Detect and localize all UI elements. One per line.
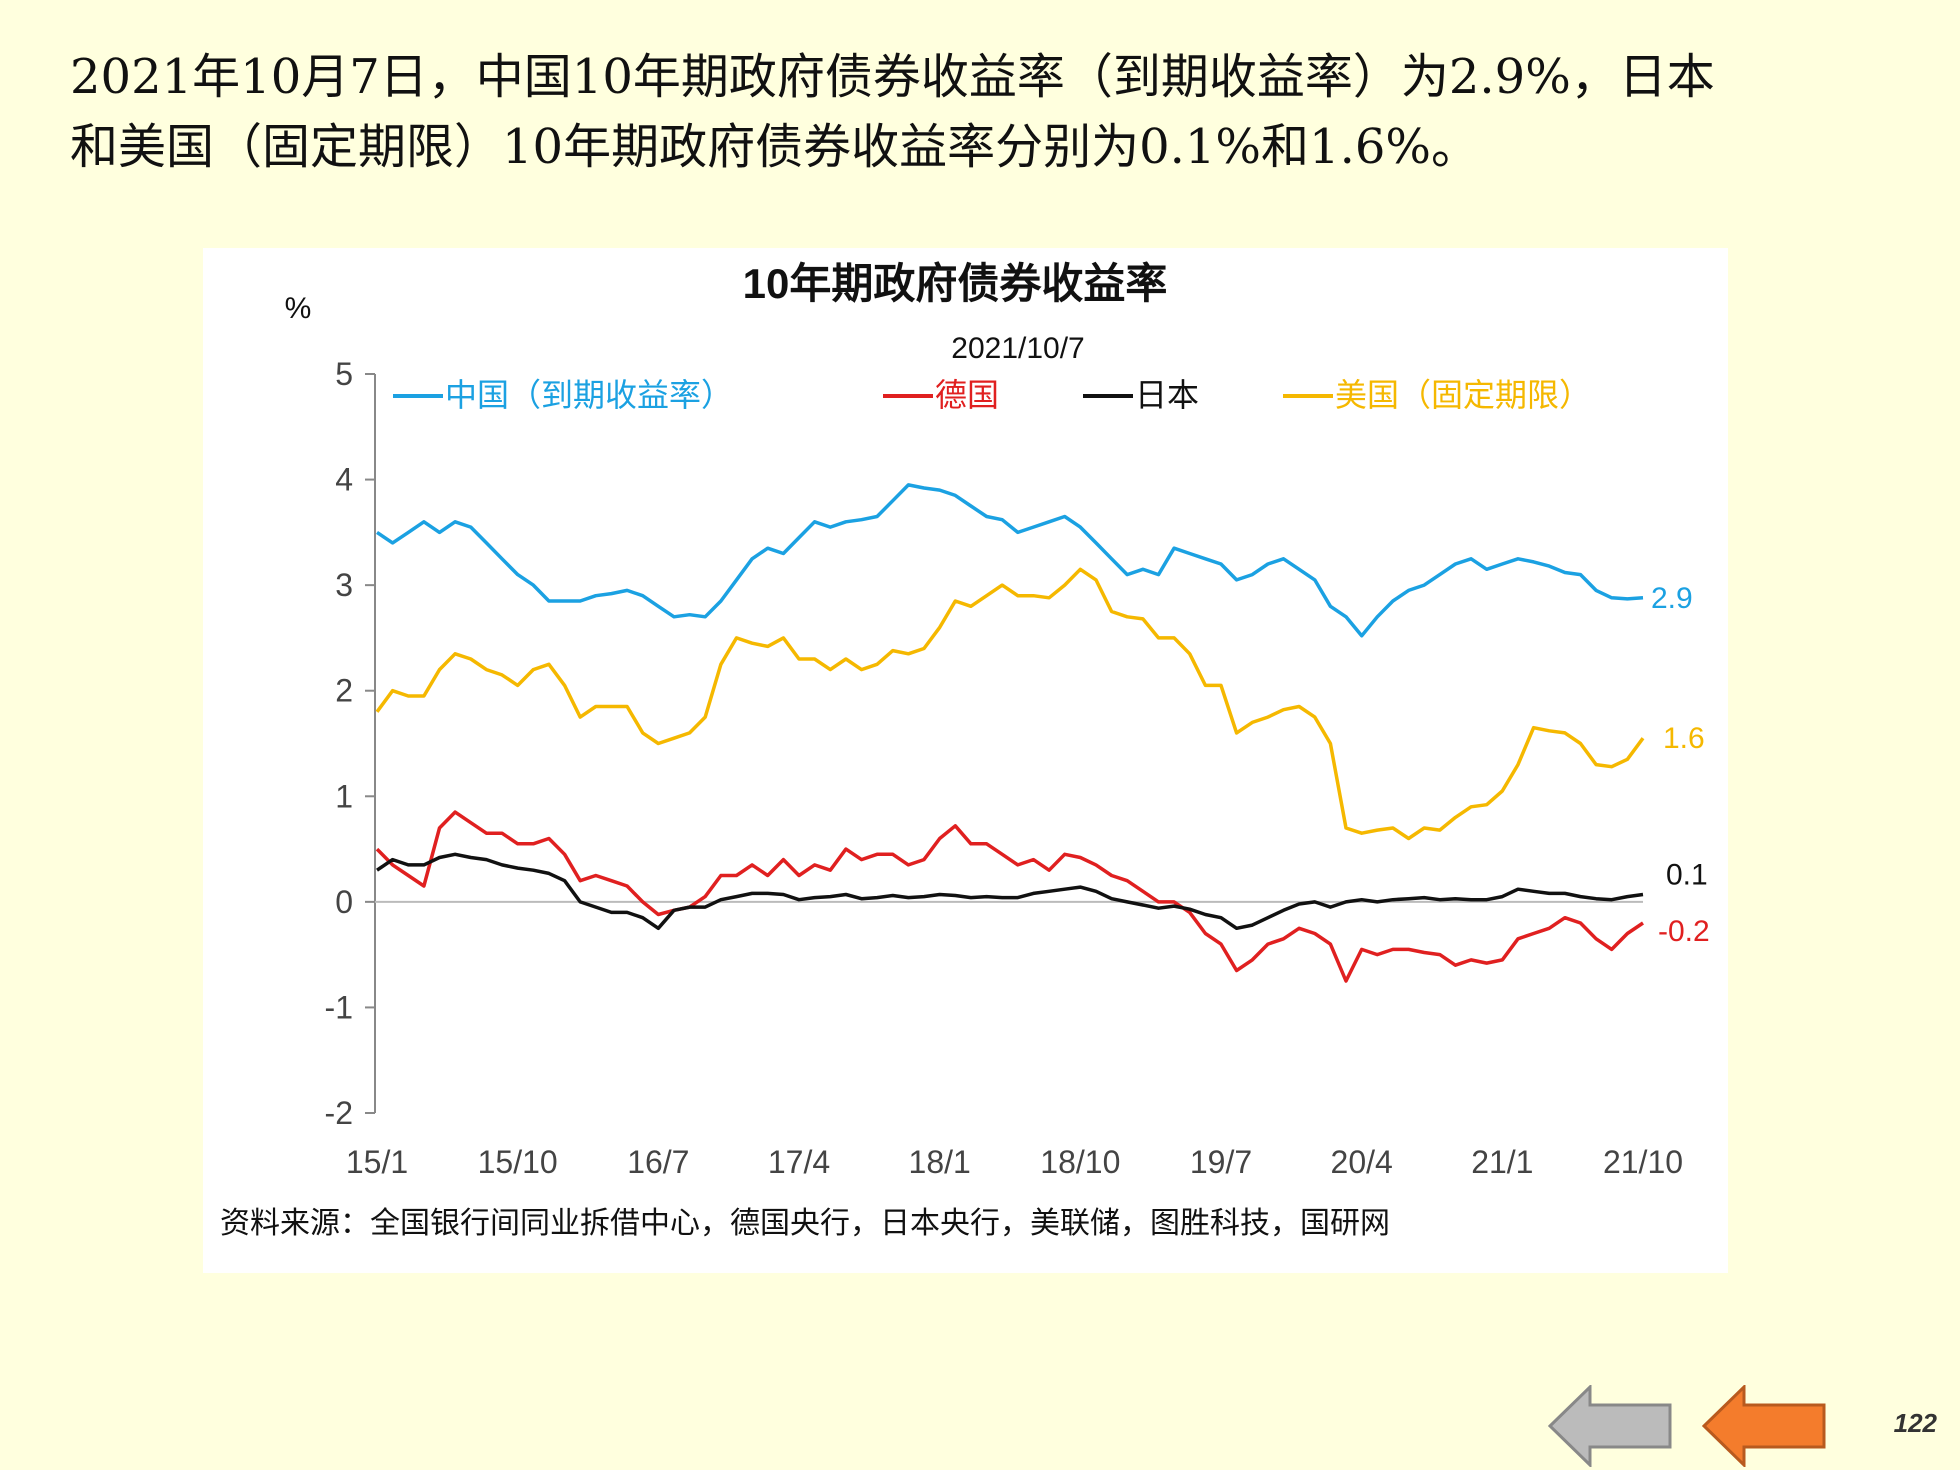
x-tick-label: 21/10 xyxy=(1603,1144,1683,1180)
chart-subtitle: 2021/10/7 xyxy=(951,332,1084,365)
series-end-label-3: 0.1 xyxy=(1666,858,1708,891)
y-tick-label: -2 xyxy=(325,1095,353,1131)
x-tick-label: 19/7 xyxy=(1190,1144,1252,1180)
legend-label-4: 美国（固定期限） xyxy=(1335,377,1591,413)
y-tick-label: 3 xyxy=(335,567,353,603)
chart-source-note: 资料来源：全国银行间同业拆借中心，德国央行，日本央行，美联储，图胜科技，国研网 xyxy=(220,1206,1390,1241)
x-tick-label: 21/1 xyxy=(1471,1144,1533,1180)
y-tick-label: 0 xyxy=(335,884,353,920)
yield-line-chart: 10年期政府债券收益率 2021/10/7% 5 4 3 2 1 0 -1 -2 15/1 15/10… xyxy=(285,260,1710,1180)
x-tick-label: 15/1 xyxy=(346,1144,408,1180)
x-tick-label: 16/7 xyxy=(627,1144,689,1180)
y-tick-label: 1 xyxy=(335,778,353,814)
x-tick-label: 20/4 xyxy=(1331,1144,1393,1180)
series-line-3 xyxy=(376,852,1644,931)
y-tick-label: 5 xyxy=(335,356,353,392)
y-tick-label: 4 xyxy=(335,462,353,498)
legend-label-2: 德国 xyxy=(935,377,999,413)
x-tick-label: 15/10 xyxy=(478,1144,558,1180)
series-line-2 xyxy=(375,810,1644,983)
orange-left-arrow-icon xyxy=(1702,1385,1826,1467)
slide-heading-line1: 2021年10月7日，中国10年期政府债券收益率（到期收益率）为2.9%，日本 xyxy=(70,49,1715,105)
slide-heading-line2: 和美国（固定期限）10年期政府债券收益率分别为0.1%和1.6%。 xyxy=(70,119,1479,175)
series-end-label-4: 1.6 xyxy=(1663,722,1705,755)
x-tick-label: 17/4 xyxy=(768,1144,830,1180)
back-button[interactable] xyxy=(1702,1385,1837,1467)
y-tick-label: -1 xyxy=(325,989,353,1025)
chart-title: 10年期政府债券收益率 xyxy=(743,260,1168,307)
series-line-4 xyxy=(375,567,1645,841)
slide-heading: 2021年10月7日，中国10年期政府债券收益率（到期收益率）为2.9%，日本 … xyxy=(70,42,1910,182)
x-tick-label: 18/1 xyxy=(909,1144,971,1180)
y-tick-label: 2 xyxy=(335,673,353,709)
y-axis-unit-label: % xyxy=(285,292,312,325)
gray-left-arrow-icon xyxy=(1548,1385,1672,1467)
prev-slide-button[interactable] xyxy=(1548,1385,1683,1467)
series-end-label-1: 2.9 xyxy=(1651,582,1693,615)
x-tick-label: 18/10 xyxy=(1040,1144,1120,1180)
legend-label-1: 中国（到期收益率） xyxy=(445,377,733,413)
page-number: 122 xyxy=(1893,1408,1937,1438)
chart-panel: 10年期政府债券收益率 2021/10/7% 5 4 3 2 1 0 -1 -2 15/1 15/10… xyxy=(203,248,1728,1273)
legend-label-3: 日本 xyxy=(1135,377,1199,413)
series-end-label-2: -0.2 xyxy=(1658,915,1710,948)
series-line-1 xyxy=(376,483,1644,638)
